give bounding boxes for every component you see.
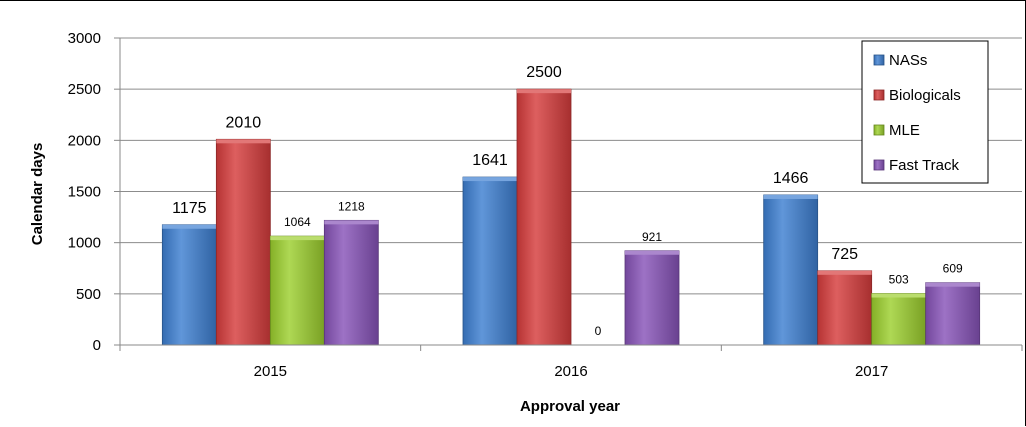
bar-cap [324,220,379,225]
bar-biologicals [215,138,271,346]
bar-cap [925,282,980,287]
bar-cap [517,89,571,94]
bar-nass [462,176,518,346]
data-label: 0 [595,324,602,338]
x-axis-title: Approval year [520,398,620,415]
legend-label: Biologicals [889,87,961,104]
legend-label: MLE [889,122,920,139]
bars [161,88,981,346]
bar-mle [871,293,927,346]
legend-label: NASs [889,52,927,69]
data-label: 2500 [526,64,562,81]
data-labels: 1175 2010 1064 1218 1641 2500 0 921 1466 725 503 60… [172,64,963,338]
y-tick-label: 1500 [68,184,101,201]
x-tick-label: 2016 [554,363,587,380]
y-tick-label: 0 [93,337,101,354]
bar-mle [269,235,325,346]
bar-cap [216,139,271,144]
axes [119,38,1023,351]
data-label: 921 [642,230,662,244]
bar-biologicals [516,88,572,346]
bar-fast-track [323,219,379,346]
bar-nass [763,194,819,346]
data-label: 1466 [773,170,809,187]
data-label: 1064 [284,215,311,229]
bar-nass [161,224,217,346]
data-label: 503 [889,273,909,287]
bar-cap [625,250,679,255]
y-tick-label: 3000 [68,30,101,47]
y-tick-label: 2000 [68,132,101,149]
legend-swatch [873,159,885,171]
bar-cap [817,270,872,275]
y-axis-title: Calendar days [29,143,46,246]
legend-swatch [873,54,885,66]
legend-swatch [873,124,885,136]
tick-labels: 0 500 1000 1500 2000 2500 3000 2015 2016 2017 [68,30,889,380]
data-label: 609 [943,262,963,276]
data-label: 1641 [472,152,508,169]
data-label: 725 [831,246,858,263]
data-label: 1218 [338,199,365,213]
data-label: 2010 [226,114,262,131]
bar-cap [162,224,217,229]
y-tick-label: 1000 [68,235,101,252]
y-tick-label: 2500 [68,81,101,98]
y-tick-label: 500 [76,286,101,303]
legend-swatch [873,89,885,101]
bar-cap [463,177,517,182]
bar-fast-track [925,282,981,346]
x-tick-label: 2015 [254,363,287,380]
legend: NASs Biologicals MLE Fast Track [861,40,989,184]
x-tick-label: 2017 [855,363,888,380]
bar-fast-track [624,250,680,346]
bar-biologicals [817,270,873,346]
legend-label: Fast Track [889,157,960,174]
bar-cap [270,236,325,241]
data-label: 1175 [172,200,207,217]
bar-cap [763,194,818,199]
bar-cap [871,293,926,298]
